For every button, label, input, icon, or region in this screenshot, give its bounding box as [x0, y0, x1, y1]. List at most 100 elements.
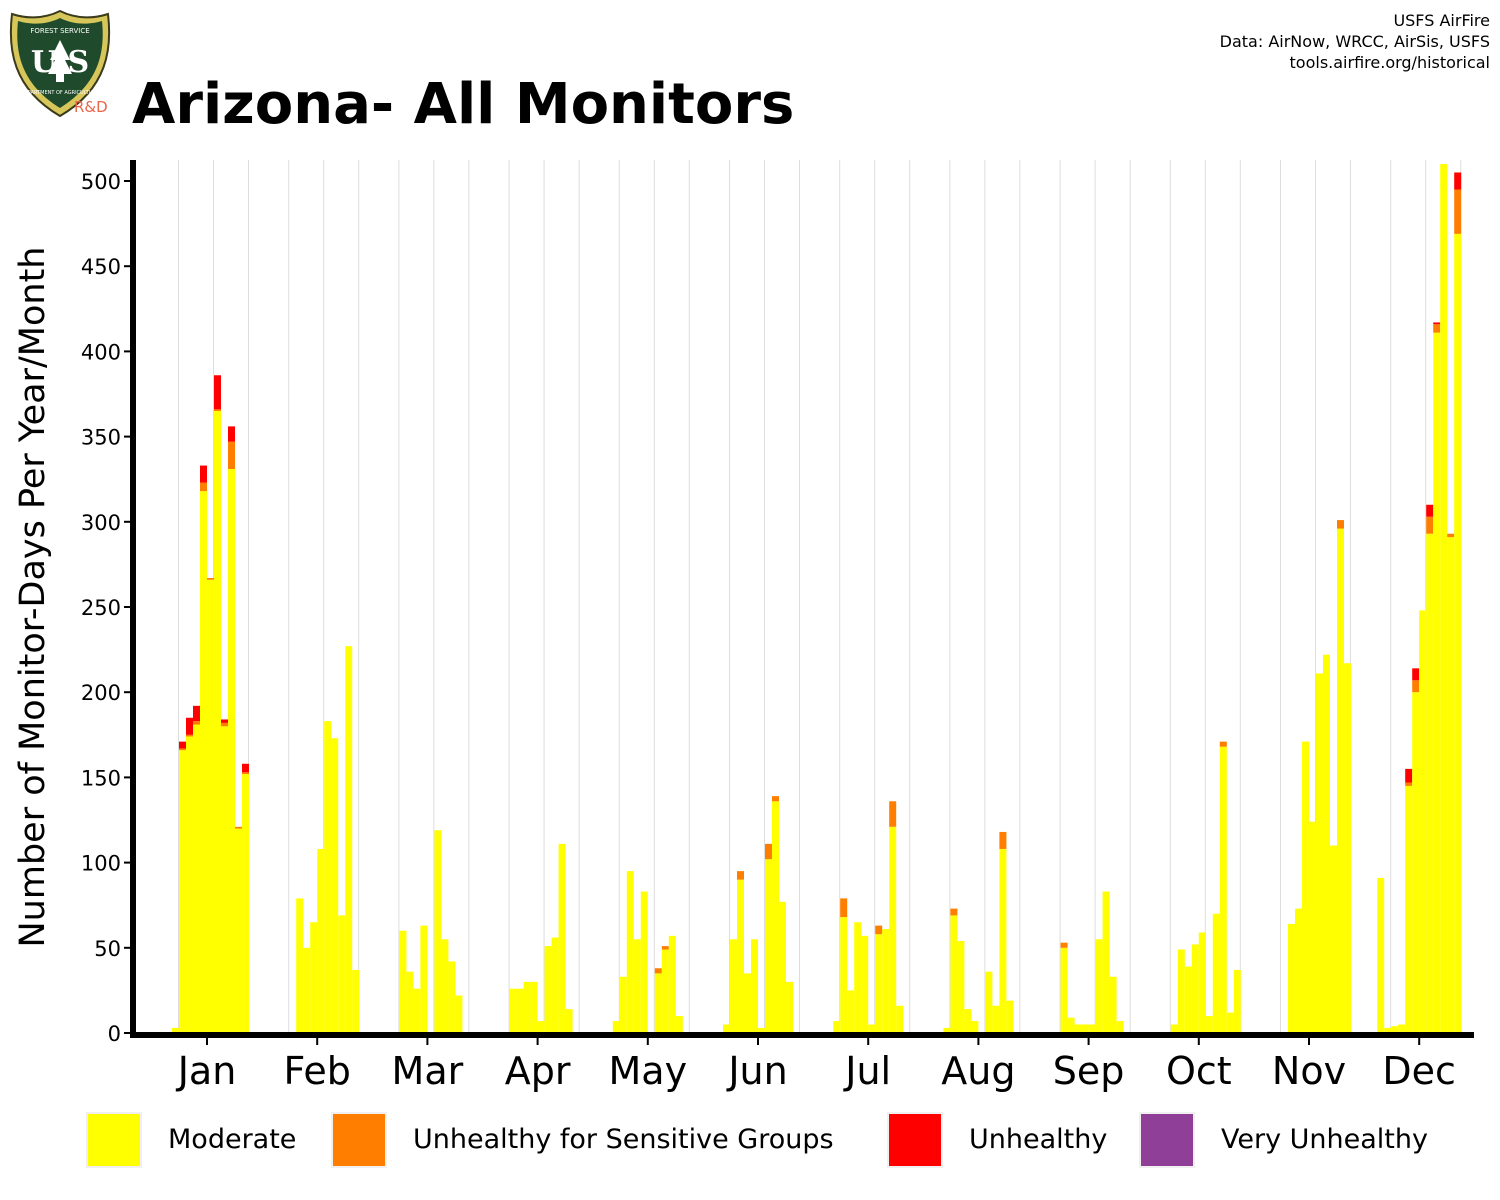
x-tick-label: Jan: [176, 1049, 237, 1093]
bar-segment: [235, 828, 242, 1033]
bar-segment: [331, 738, 339, 1033]
y-axis-label: Number of Monitor-Days Per Year/Month: [13, 247, 53, 948]
bar-segment: [1102, 891, 1110, 1033]
bar-segment: [516, 988, 524, 1033]
bar-segment: [896, 1005, 904, 1033]
bar-segment: [1081, 1024, 1089, 1033]
bar-segment: [786, 981, 793, 1033]
bar-segment: [509, 988, 517, 1033]
bar-segment: [1060, 942, 1068, 948]
bar-segment: [1405, 785, 1413, 1033]
bar-segment: [1337, 520, 1344, 529]
bar-segment: [1337, 528, 1344, 1033]
bar-segment: [455, 995, 463, 1033]
bar-segment: [744, 973, 751, 1033]
x-tick-label: Dec: [1382, 1049, 1456, 1093]
legend-swatch: [331, 1112, 387, 1168]
bar-segment: [1426, 504, 1434, 517]
bar-segment: [310, 922, 318, 1033]
bar-segment: [992, 1005, 1000, 1033]
bar-segment: [737, 871, 744, 880]
bar-segment: [612, 1021, 620, 1033]
y-tick-label: 450: [81, 255, 121, 279]
bar-segment: [420, 925, 428, 1033]
bar-segment: [1391, 1026, 1399, 1033]
logo-top-text: FOREST SERVICE: [30, 27, 89, 35]
bar-segment: [889, 826, 897, 1033]
bar-segment: [985, 971, 993, 1033]
bar-segment: [406, 971, 414, 1033]
bar-segment: [1447, 537, 1455, 1033]
bar-segment: [1323, 654, 1330, 1033]
grid-layer: [178, 160, 1462, 1033]
bar-segment: [1309, 821, 1316, 1033]
bar-segment: [1454, 233, 1462, 1034]
bar-segment: [1109, 976, 1117, 1033]
bar-segment: [751, 939, 758, 1033]
bar-layer: [172, 163, 1462, 1034]
bar-segment: [242, 773, 249, 1033]
bar-segment: [228, 468, 235, 1033]
y-tick-label: 300: [81, 511, 121, 535]
bar-segment: [1433, 332, 1441, 1033]
y-tick-label: 0: [108, 1022, 121, 1046]
bar-segment: [1412, 668, 1420, 681]
bar-segment: [1440, 163, 1448, 1033]
bar-segment: [551, 937, 559, 1033]
bar-segment: [833, 1021, 841, 1033]
bar-segment: [324, 721, 332, 1033]
bar-segment: [338, 915, 346, 1033]
bar-segment: [434, 830, 442, 1033]
bar-segment: [840, 898, 848, 918]
credit-line: Data: AirNow, WRCC, AirSis, USFS: [1219, 32, 1490, 51]
bar-segment: [1454, 172, 1462, 190]
bar-segment: [1198, 932, 1206, 1033]
bar-segment: [537, 1021, 545, 1033]
bar-segment: [186, 734, 193, 737]
bar-segment: [1405, 782, 1413, 786]
bar-segment: [1433, 322, 1441, 325]
bar-segment: [193, 724, 200, 1033]
y-tick-label: 50: [94, 937, 121, 961]
bar-segment: [221, 722, 228, 727]
bar-segment: [626, 871, 634, 1033]
bar-segment: [668, 935, 676, 1033]
bar-segment: [530, 981, 538, 1033]
bar-segment: [1233, 969, 1241, 1033]
bar-segment: [772, 796, 779, 802]
bar-segment: [565, 1009, 573, 1033]
bar-segment: [1447, 533, 1455, 538]
bar-segment: [654, 973, 662, 1033]
bar-segment: [950, 915, 958, 1033]
bar-segment: [854, 922, 862, 1033]
credits: USFS AirFire Data: AirNow, WRCC, AirSis,…: [1220, 10, 1490, 73]
bar-segment: [214, 411, 221, 1033]
bar-segment: [228, 441, 235, 469]
bar-segment: [1384, 1027, 1392, 1033]
axis-layer: 0 50 100 150 200 250 300 350 400 450 500 Jan Feb Mar A…: [81, 160, 1474, 1093]
bar-segment: [1177, 949, 1185, 1033]
bar-segment: [765, 843, 772, 860]
bar-segment: [214, 375, 221, 410]
bar-segment: [523, 981, 531, 1033]
bar-segment: [779, 901, 786, 1033]
bar-segment: [1212, 913, 1220, 1033]
legend-swatch: [86, 1112, 142, 1168]
bar-segment: [861, 935, 869, 1033]
x-tick-label: Mar: [392, 1049, 464, 1093]
bar-segment: [448, 961, 456, 1033]
bar-segment: [957, 940, 965, 1033]
x-tick-label: Apr: [505, 1049, 571, 1093]
bar-segment: [179, 750, 186, 1033]
bar-segment: [1426, 533, 1434, 1033]
bar-segment: [179, 741, 186, 749]
bar-segment: [889, 801, 897, 827]
credit-line: USFS AirFire: [1393, 11, 1490, 30]
bar-segment: [1184, 966, 1192, 1033]
bar-segment: [875, 934, 883, 1033]
bar-segment: [840, 917, 848, 1033]
bar-segment: [296, 898, 304, 1033]
x-tick-label: Feb: [284, 1049, 351, 1093]
bar-segment: [352, 969, 360, 1033]
